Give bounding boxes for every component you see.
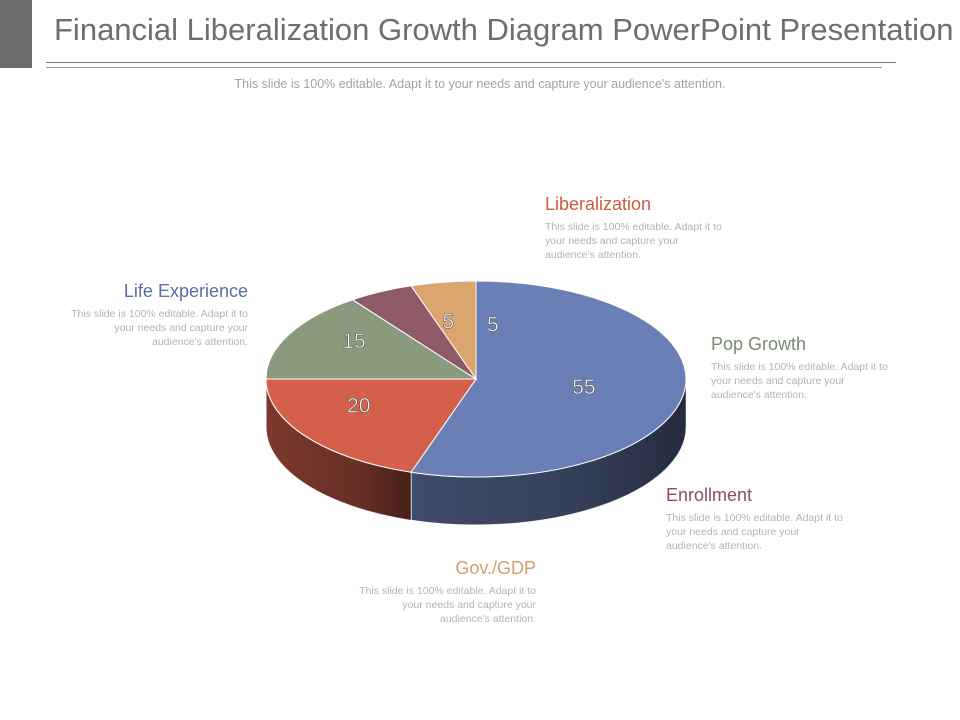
slide-title: Financial Liberalization Growth Diagram … bbox=[54, 12, 954, 47]
legend-life-experience-name: Life Experience bbox=[123, 281, 248, 301]
pie-slice-pop-growth bbox=[265, 299, 478, 380]
pie-slice-liberalization bbox=[265, 378, 477, 473]
title-divider-secondary bbox=[46, 67, 882, 68]
pie-side-shade-1 bbox=[266, 379, 412, 521]
legend-liberalization-desc: This slide is 100% editable. Adapt it to… bbox=[545, 221, 722, 261]
pie-top-faces bbox=[265, 280, 687, 478]
title-accent-bar bbox=[0, 0, 32, 68]
legend-gov-gdp-desc: This slide is 100% editable. Adapt it to… bbox=[359, 585, 536, 625]
title-divider bbox=[46, 62, 896, 63]
legend-pop-growth-name: Pop Growth bbox=[711, 334, 807, 354]
legend-enrollment: Enrollment This slide is 100% editable. … bbox=[666, 484, 850, 553]
pie-value-label-3: 5 bbox=[443, 311, 455, 334]
pie-slice-life-experience bbox=[410, 280, 687, 478]
legend-pop-growth: Pop Growth This slide is 100% editable. … bbox=[711, 333, 895, 402]
legend-enrollment-desc: This slide is 100% editable. Adapt it to… bbox=[666, 512, 843, 552]
legend-gov-gdp-name: Gov./GDP bbox=[455, 558, 536, 578]
slide-subtitle: This slide is 100% editable. Adapt it to… bbox=[234, 77, 726, 91]
pie-value-label-1: 20 bbox=[347, 394, 370, 417]
legend-pop-growth-desc: This slide is 100% editable. Adapt it to… bbox=[711, 361, 888, 401]
legend-liberalization: Liberalization This slide is 100% editab… bbox=[545, 193, 729, 262]
pie-slice-gov-gdp bbox=[410, 280, 477, 381]
legend-life-experience-desc: This slide is 100% editable. Adapt it to… bbox=[71, 308, 248, 348]
legend-gov-gdp: Gov./GDP This slide is 100% editable. Ad… bbox=[352, 557, 536, 626]
pie-side-shade-0 bbox=[411, 379, 686, 526]
legend-life-experience: Life Experience This slide is 100% edita… bbox=[64, 280, 248, 349]
legend-liberalization-name: Liberalization bbox=[545, 194, 652, 214]
legend-enrollment-name: Enrollment bbox=[666, 485, 753, 505]
pie-value-label-2: 15 bbox=[342, 330, 365, 353]
pie-value-label-0: 55 bbox=[572, 376, 595, 399]
pie-value-label-4: 5 bbox=[487, 314, 499, 337]
